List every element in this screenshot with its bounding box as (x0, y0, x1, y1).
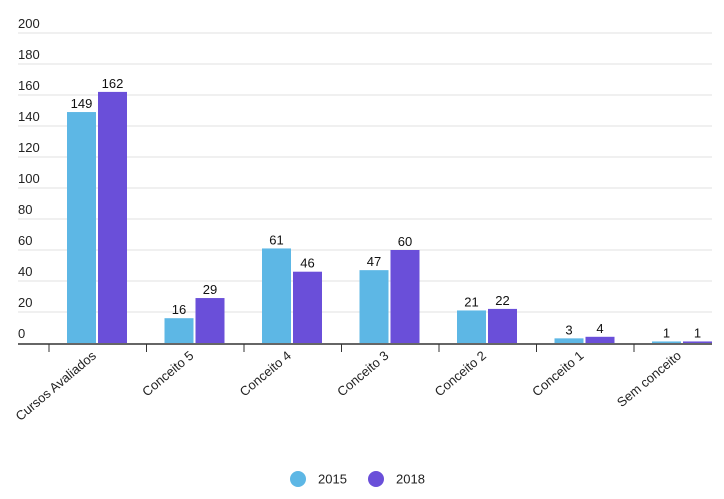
bar-2018-0 (98, 91, 127, 344)
y-tick-label-120: 120 (18, 140, 40, 155)
data-label-2018-5: 4 (596, 321, 603, 336)
data-label-2018-0: 162 (102, 76, 124, 91)
y-tick-label-40: 40 (18, 264, 32, 279)
data-label-2018-1: 29 (203, 282, 217, 297)
data-label-2015-2: 61 (269, 232, 283, 247)
data-label-2015-3: 47 (367, 254, 381, 269)
x-category-label-3: Conceito 3 (334, 348, 391, 399)
data-label-2015-1: 16 (172, 302, 186, 317)
y-tick-label-0: 0 (18, 326, 25, 341)
x-category-label-1: Conceito 5 (139, 348, 196, 399)
y-tick-label-60: 60 (18, 233, 32, 248)
legend: 2015 2018 (290, 471, 425, 487)
gridlines (18, 32, 712, 313)
y-axis-ticks: 0 20 40 60 80 100 120 140 160 180 200 (18, 16, 40, 341)
y-tick-label-80: 80 (18, 202, 32, 217)
legend-swatch-2018 (368, 471, 384, 487)
x-category-label-5: Conceito 1 (529, 348, 586, 399)
data-label-2015-6: 1 (663, 325, 670, 340)
bar-2018-4 (488, 308, 517, 343)
y-tick-label-200: 200 (18, 16, 40, 31)
data-label-2015-4: 21 (464, 294, 478, 309)
y-tick-label-160: 160 (18, 78, 40, 93)
x-category-label-2: Conceito 4 (237, 348, 294, 399)
x-axis-category-labels: Cursos Avaliados Conceito 5 Conceito 4 Conc… (13, 347, 684, 423)
y-tick-label-180: 180 (18, 47, 40, 62)
legend-label-2018: 2018 (396, 472, 425, 487)
data-label-2018-4: 22 (495, 293, 509, 308)
x-category-label-6: Sem conceito (614, 348, 684, 410)
y-tick-label-100: 100 (18, 171, 40, 186)
x-axis (18, 343, 712, 352)
x-category-label-4: Conceito 2 (432, 348, 489, 399)
bar-2018-1 (195, 298, 225, 343)
bar-2015-1 (164, 318, 194, 343)
data-label-2015-0: 149 (71, 96, 93, 111)
bar-2015-5 (554, 338, 584, 343)
data-label-2015-5: 3 (565, 322, 572, 337)
bar-2015-0 (67, 112, 96, 343)
bar-2018-6 (683, 341, 712, 343)
data-label-2018-3: 60 (398, 234, 412, 249)
y-tick-label-140: 140 (18, 109, 40, 124)
bar-2015-4 (457, 310, 486, 343)
bar-2015-3 (359, 270, 389, 343)
bars (67, 91, 712, 344)
legend-label-2015: 2015 (318, 472, 347, 487)
data-label-2018-6: 1 (694, 325, 701, 340)
data-labels: 149 162 16 29 61 46 47 60 21 22 3 4 1 1 (71, 76, 701, 341)
bar-2015-2 (262, 248, 291, 343)
bar-2018-5 (585, 336, 615, 343)
legend-swatch-2015 (290, 471, 306, 487)
bar-2018-3 (390, 250, 420, 343)
bar-2018-2 (293, 271, 322, 343)
bar-2015-6 (652, 341, 681, 343)
data-label-2018-2: 46 (300, 256, 314, 271)
y-tick-label-20: 20 (18, 295, 32, 310)
x-category-label-0: Cursos Avaliados (13, 347, 100, 423)
